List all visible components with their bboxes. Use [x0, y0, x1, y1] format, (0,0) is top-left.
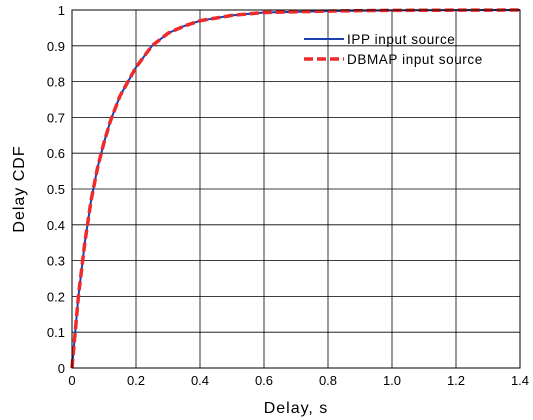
series-group	[70, 8, 521, 369]
grid	[71, 9, 521, 369]
ticks: 0 0.2 0.4 0.6 0.8 1.0 1.2 1.4 0 0.1 0.2 0.3 0.4 0.5 0.…	[47, 3, 529, 388]
x-tick-label: 0.6	[255, 373, 273, 388]
y-tick-label: 0.1	[47, 325, 65, 340]
y-tick-label: 0.9	[47, 39, 65, 54]
legend: IPP input source DBMAP input source	[304, 32, 483, 67]
x-tick-label: 0	[68, 373, 75, 388]
x-tick-label: 0.2	[127, 373, 145, 388]
y-tick-label: 0.8	[47, 75, 65, 90]
y-tick-label: 0.6	[47, 146, 65, 161]
y-tick-label: 1	[58, 3, 65, 18]
x-tick-label: 1.4	[511, 373, 529, 388]
x-tick-label: 0.4	[191, 373, 209, 388]
y-tick-label: 0	[58, 361, 65, 376]
x-tick-label: 1.0	[383, 373, 401, 388]
y-tick-label: 0.2	[47, 289, 65, 304]
x-axis-label: Delay, s	[264, 400, 329, 417]
plot-frame	[71, 9, 521, 369]
x-tick-label: 1.2	[447, 373, 465, 388]
y-tick-label: 0.4	[47, 218, 65, 233]
series-line-dbmap	[70, 8, 521, 369]
legend-label-ipp: IPP input source	[347, 32, 455, 47]
x-tick-label: 0.8	[319, 373, 337, 388]
y-tick-label: 0.5	[47, 182, 65, 197]
legend-label-dbmap: DBMAP input source	[347, 52, 483, 67]
y-axis-label: Delay CDF	[11, 145, 28, 232]
y-tick-label: 0.3	[47, 254, 65, 269]
y-tick-label: 0.7	[47, 110, 65, 125]
